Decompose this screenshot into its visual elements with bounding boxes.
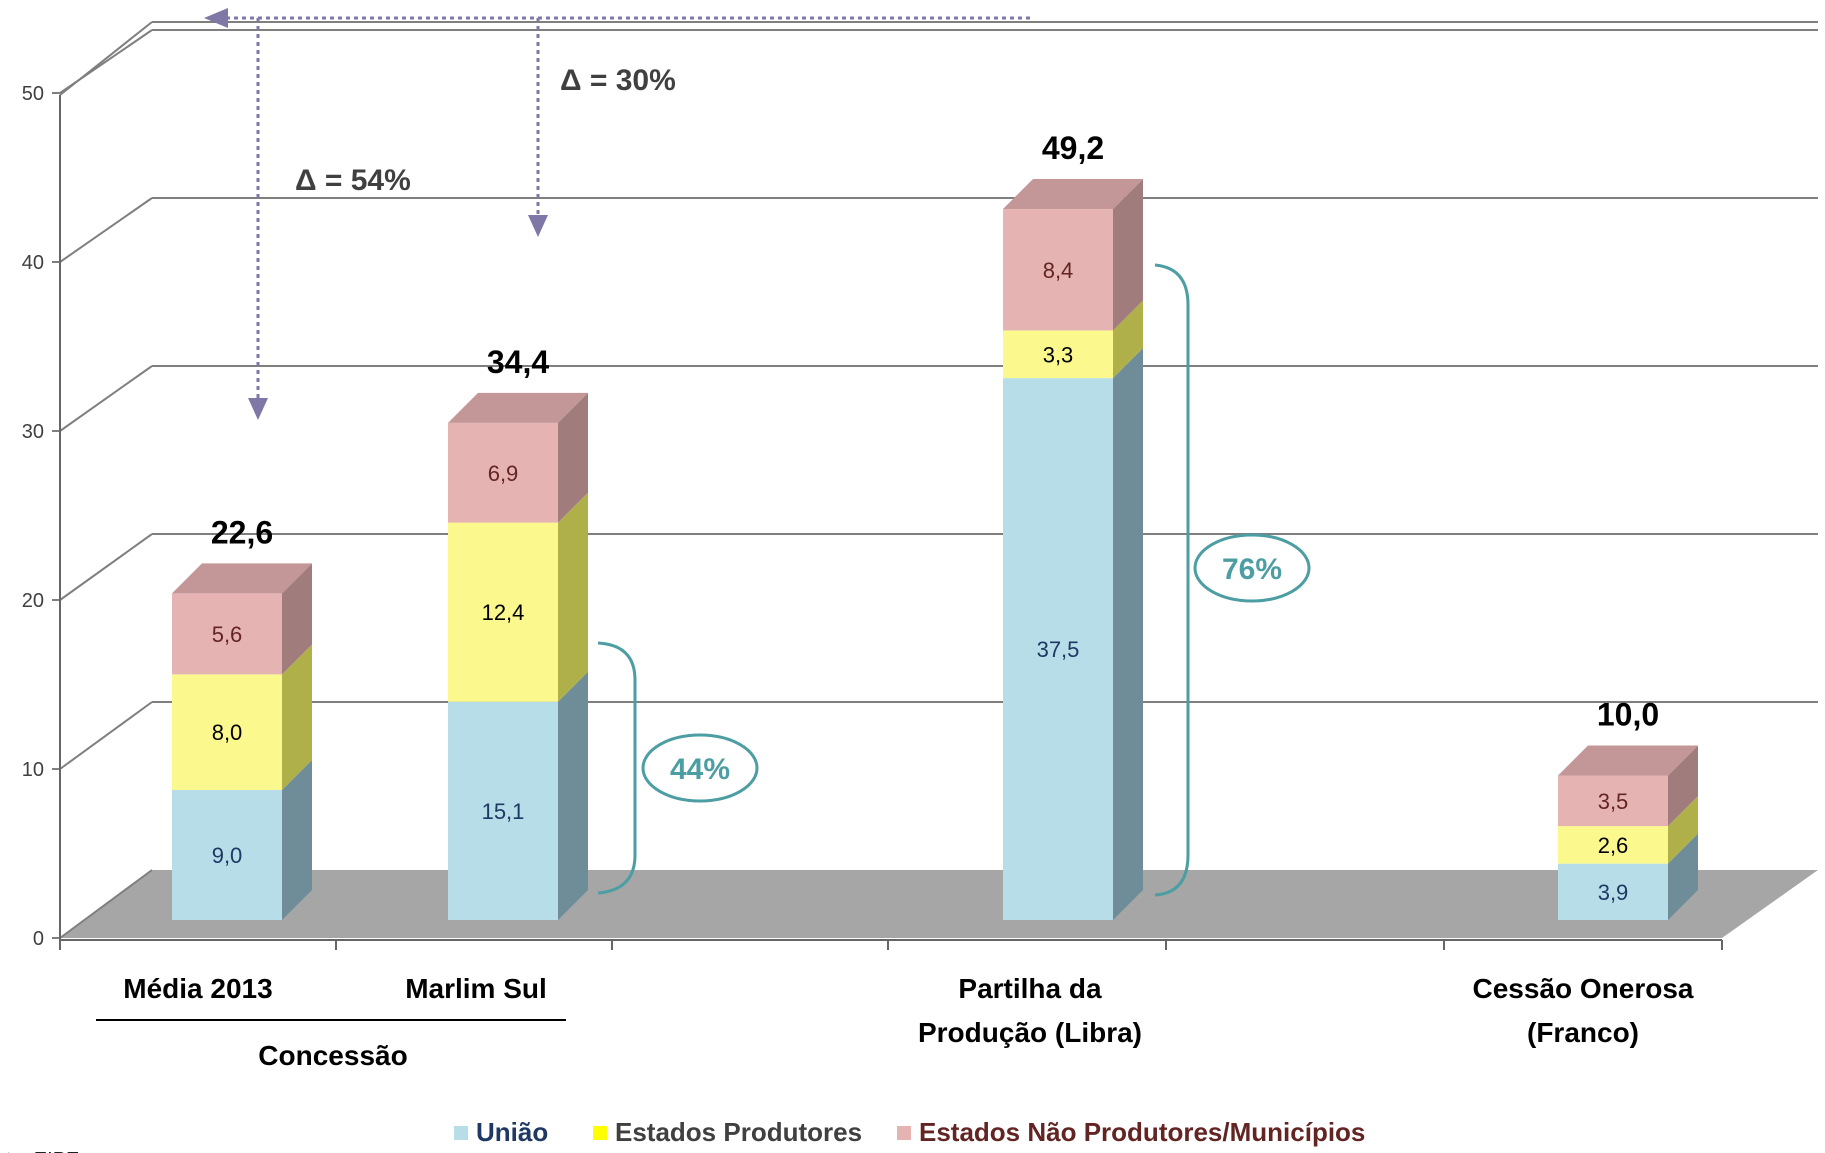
segment-label: 5,6 [212,622,243,647]
bracket-76 [1154,263,1190,897]
group-label: Concessão [258,1040,407,1071]
bar-segment-estados-nao-produtores [1003,209,1113,331]
y-tick-label: 0 [33,928,44,950]
ellipse-44 [641,733,759,803]
bar-top [1003,179,1143,210]
bar-side-estados-produtores [558,492,588,702]
wall-diagonal-20 [59,533,153,601]
y-tick-label: 10 [22,759,44,781]
ellipse-76 [1193,533,1311,603]
bar-segment-estados-produtores [1558,826,1668,864]
bar-side-uniao [558,671,588,920]
segment-label: 37,5 [1037,637,1080,662]
bar-segment-uniao [1558,863,1668,920]
segment-label: 8,0 [212,720,243,745]
bar-side-estados-nao-produtores [282,563,312,675]
x-axis: Média 2013 Marlim Sul Partilha da Produção … [59,940,1723,1071]
legend-label-estados-nao-produtores: Estados Não Produtores/Municípios [919,1117,1365,1147]
bar-segment-uniao [1003,378,1113,920]
bar-side-estados-nao-produtores [1668,745,1698,827]
segment-label: 3,5 [1598,789,1629,814]
bracket-44 [597,641,637,895]
source-note: te: EIPE [6,1149,79,1153]
legend-swatch-estados-produtores [593,1126,607,1140]
y-tick-label: 30 [22,421,44,443]
delta-30-label: Δ = 30% [560,64,676,97]
bar-side-uniao [282,759,312,920]
y-tick-label: 20 [22,590,44,612]
bar-side-estados-produtores [1668,796,1698,864]
category-label: Média 2013 [123,973,272,1004]
delta-54-label: Δ = 54% [295,164,411,197]
bar-top [172,563,312,594]
bar-segment-estados-nao-produtores [172,593,282,675]
legend: União Estados Produtores Estados Não Produ… [6,1117,1365,1153]
bar-segment-estados-nao-produtores [1558,775,1668,827]
wall-diagonal-10 [59,701,153,770]
total-label: 49,2 [1042,130,1104,166]
segment-label: 8,4 [1043,258,1074,283]
y-tick-label: 50 [22,83,44,105]
total-label: 10,0 [1597,697,1659,733]
category-label: Cessão Onerosa [1473,973,1694,1004]
category-label: Partilha da [958,973,1102,1004]
segment-label: 3,3 [1043,342,1074,367]
bar-side-uniao [1668,833,1698,920]
legend-label-estados-produtores: Estados Produtores [615,1117,862,1147]
annotations-layer: Δ = 54% Δ = 30% 44% 76% [204,8,1311,897]
bar-side-estados-nao-produtores [558,392,588,523]
arrow-head-media [248,398,268,420]
total-label: 34,4 [487,344,549,380]
segment-label: 15,1 [482,799,525,824]
bar-side-estados-nao-produtores [1113,179,1143,331]
total-label: 22,6 [211,514,273,550]
bar-segment-estados-produtores [1003,330,1113,379]
segment-label: 9,0 [212,843,243,868]
bar-side-estados-produtores [1113,300,1143,379]
bar-segment-estados-produtores [172,674,282,790]
bar-segment-uniao [448,701,558,920]
bar-top [448,392,588,423]
floor [60,870,1818,938]
category-label: (Franco) [1527,1017,1639,1048]
wall-diagonal-top [59,21,153,96]
wall-diagonal-30 [59,365,153,432]
arrow-head-marlim [528,215,548,237]
bar-segment-estados-nao-produtores [448,422,558,523]
category-label: Marlim Sul [405,973,547,1004]
y-tick-label: 40 [22,252,44,274]
legend-swatch-estados-nao-produtores [897,1126,911,1140]
segment-label: 6,9 [488,461,519,486]
pct-44-label: 44% [670,753,730,786]
wall-diagonal-40 [59,197,153,263]
legend-label-uniao: União [476,1117,548,1147]
arrow-head-left [204,8,228,28]
bar-side-uniao [1113,348,1143,920]
pct-76-label: 76% [1222,553,1282,586]
bar-segment-estados-produtores [448,522,558,702]
category-label: Produção (Libra) [918,1017,1142,1048]
segment-label: 12,4 [482,600,525,625]
bar-segment-uniao [172,789,282,920]
segment-label: 3,9 [1598,880,1629,905]
bars-layer: 9,0 8,0 5,6 22,6 15,1 12,4 6,9 34,4 37,5 3,3 8,4 49… [172,130,1698,920]
segment-label: 2,6 [1598,833,1629,858]
wall-diagonal-0 [59,869,153,939]
bar-side-estados-produtores [282,644,312,790]
bar-top [1558,745,1698,776]
legend-swatch-uniao [454,1126,468,1140]
